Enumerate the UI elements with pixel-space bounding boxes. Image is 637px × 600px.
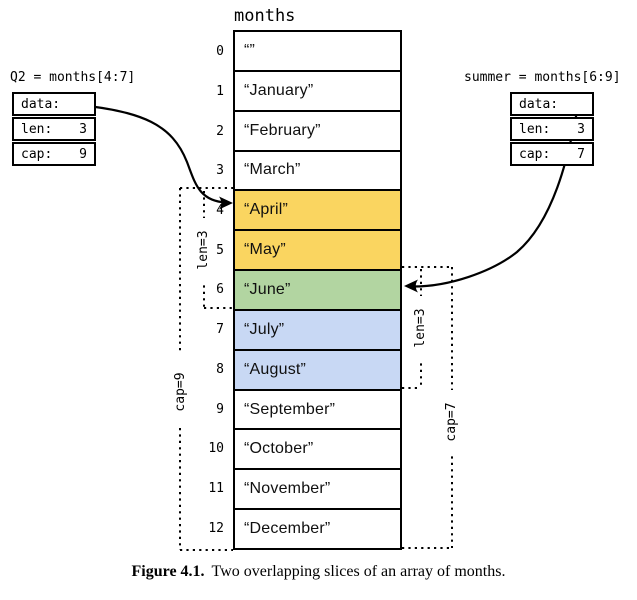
row-index: 7 bbox=[216, 322, 224, 338]
field-label: cap: bbox=[519, 146, 551, 162]
field-value: 3 bbox=[79, 121, 87, 137]
cell-value: “January” bbox=[244, 81, 314, 99]
figure-caption: Figure 4.1. Two overlapping slices of an … bbox=[0, 563, 637, 581]
row-index: 12 bbox=[208, 520, 224, 536]
cell-value: “September” bbox=[244, 400, 336, 418]
field-label: len: bbox=[519, 121, 551, 137]
q2-len-field: len: 3 bbox=[12, 117, 96, 141]
array-cell: “September” bbox=[235, 388, 400, 429]
array-title: months bbox=[234, 6, 296, 26]
months-array: “” “January” “February” “March” “April” … bbox=[233, 30, 402, 550]
row-index: 1 bbox=[216, 84, 224, 100]
field-value: 3 bbox=[577, 121, 585, 137]
array-cell: “August” bbox=[235, 348, 400, 389]
cell-value: “August” bbox=[244, 360, 307, 378]
row-index: 4 bbox=[216, 203, 224, 219]
summer-data-field: data: bbox=[510, 92, 594, 116]
q2-data-field: data: bbox=[12, 92, 96, 116]
row-index: 0 bbox=[216, 44, 224, 60]
summer-cap-field: cap: 7 bbox=[510, 142, 594, 166]
caption-label: Figure 4.1. bbox=[131, 563, 205, 580]
cell-value: “May” bbox=[244, 241, 286, 259]
array-cell: “November” bbox=[235, 468, 400, 509]
cell-value: “June” bbox=[244, 280, 291, 298]
array-cell: “April” bbox=[235, 189, 400, 230]
cell-value: “November” bbox=[244, 480, 331, 498]
cell-value: “April” bbox=[244, 201, 289, 219]
row-index: 3 bbox=[216, 163, 224, 179]
row-index: 11 bbox=[208, 480, 224, 496]
row-index: 9 bbox=[216, 401, 224, 417]
row-index: 5 bbox=[216, 242, 224, 258]
array-cell: “December” bbox=[235, 508, 400, 548]
field-value: 7 bbox=[577, 146, 585, 162]
q2-slice-box: data: len: 3 cap: 9 bbox=[12, 92, 96, 167]
summer-slice-box: data: len: 3 cap: 7 bbox=[510, 92, 594, 167]
caption-text: Two overlapping slices of an array of mo… bbox=[211, 563, 506, 580]
summer-cap-bracket-label: cap=7 bbox=[444, 390, 460, 454]
row-index: 2 bbox=[216, 123, 224, 139]
array-cell: “March” bbox=[235, 149, 400, 190]
array-cell: “June” bbox=[235, 269, 400, 309]
q2-cap-bracket-label: cap=9 bbox=[173, 360, 189, 424]
array-cell: “July” bbox=[235, 308, 400, 349]
cell-value: “July” bbox=[244, 320, 285, 338]
field-label: cap: bbox=[21, 146, 53, 162]
q2-len-bracket-label: len=3 bbox=[196, 218, 212, 282]
cell-value: “October” bbox=[244, 440, 314, 458]
cell-value: “February” bbox=[244, 121, 321, 139]
field-label: data: bbox=[519, 96, 559, 112]
summer-len-field: len: 3 bbox=[510, 117, 594, 141]
q2-slice-title: Q2 = months[4:7] bbox=[10, 70, 136, 85]
index-column: 0 1 2 3 4 5 6 7 8 9 10 11 12 bbox=[168, 32, 224, 548]
array-cell: “” bbox=[235, 32, 400, 70]
q2-cap-field: cap: 9 bbox=[12, 142, 96, 166]
cell-value: “March” bbox=[244, 161, 301, 179]
cell-value: “” bbox=[244, 41, 256, 59]
field-value: 9 bbox=[79, 146, 87, 162]
summer-len-bracket-label: len=3 bbox=[413, 296, 429, 360]
array-cell: “May” bbox=[235, 229, 400, 270]
field-label: data: bbox=[21, 96, 61, 112]
array-cell: “January” bbox=[235, 69, 400, 110]
row-index: 8 bbox=[216, 361, 224, 377]
cell-value: “December” bbox=[244, 520, 331, 538]
row-index: 6 bbox=[216, 282, 224, 298]
array-cell: “October” bbox=[235, 428, 400, 469]
summer-slice-title: summer = months[6:9] bbox=[464, 70, 621, 85]
row-index: 10 bbox=[208, 441, 224, 457]
field-label: len: bbox=[21, 121, 53, 137]
array-cell: “February” bbox=[235, 109, 400, 150]
